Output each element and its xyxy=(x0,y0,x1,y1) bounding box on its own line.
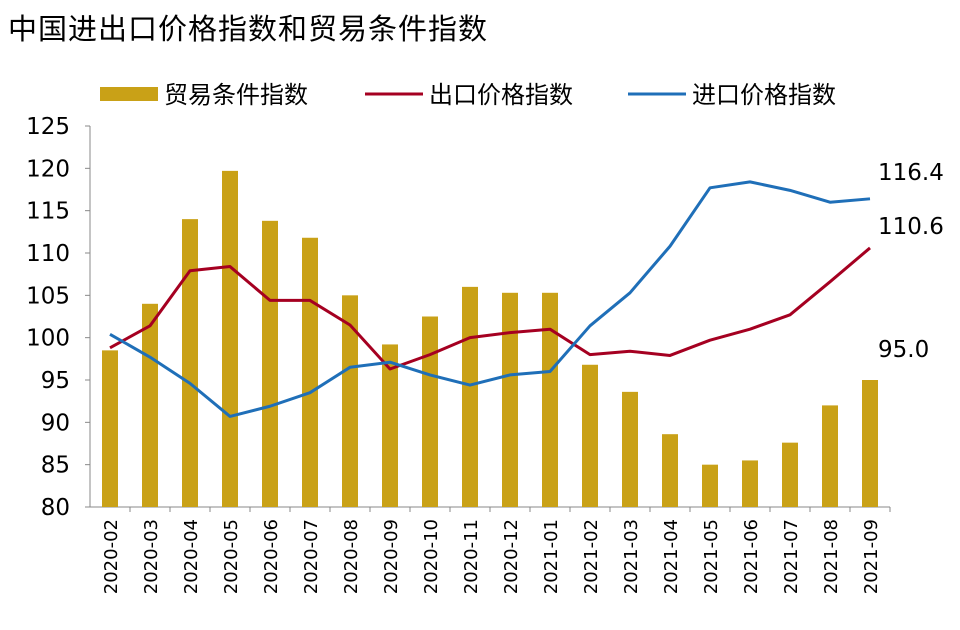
bar-trade-terms xyxy=(742,460,758,507)
bar-trade-terms xyxy=(622,391,638,507)
data-annotation: 110.6 xyxy=(878,214,944,240)
x-tick-label: 2021-06 xyxy=(741,519,762,594)
bar-trade-terms xyxy=(662,434,678,507)
y-tick-label: 110 xyxy=(26,241,70,267)
bar-trade-terms xyxy=(182,219,198,507)
bar-trade-terms xyxy=(822,405,838,507)
bar-trade-terms xyxy=(702,464,718,507)
x-tick-label: 2021-07 xyxy=(781,519,802,594)
x-tick-label: 2020-07 xyxy=(301,519,322,594)
line-export-price xyxy=(109,246,871,371)
x-tick-label: 2020-12 xyxy=(501,519,522,594)
x-tick-label: 2020-05 xyxy=(221,519,242,594)
bar-trade-terms xyxy=(102,350,118,507)
bar-trade-terms xyxy=(422,316,438,507)
x-tick-label: 2020-09 xyxy=(381,519,402,594)
bar-trade-terms xyxy=(502,292,518,507)
data-annotation: 116.4 xyxy=(878,160,944,186)
legend-swatch-bar xyxy=(100,87,158,101)
x-tick-label: 2020-11 xyxy=(461,519,482,594)
bar-trade-terms xyxy=(222,170,238,507)
bar-trade-terms xyxy=(462,286,478,507)
bar-trade-terms xyxy=(302,237,318,507)
y-tick-label: 115 xyxy=(26,199,70,225)
x-tick-label: 2020-06 xyxy=(261,519,282,594)
x-tick-label: 2021-02 xyxy=(581,519,602,594)
x-tick-label: 2021-09 xyxy=(861,519,882,594)
y-tick-label: 85 xyxy=(41,453,70,479)
y-tick-label: 105 xyxy=(26,283,70,309)
data-annotation: 95.0 xyxy=(878,337,929,363)
bar-trade-terms xyxy=(142,303,158,507)
x-tick-label: 2020-02 xyxy=(101,519,122,594)
x-tick-label: 2020-10 xyxy=(421,519,442,594)
bar-trade-terms xyxy=(262,220,278,507)
y-tick-label: 120 xyxy=(26,156,70,182)
chart-title: 中国进出口价格指数和贸易条件指数 xyxy=(8,12,489,46)
y-tick-label: 80 xyxy=(41,495,70,521)
bar-trade-terms xyxy=(782,442,798,507)
bar-trade-terms xyxy=(382,344,398,507)
x-tick-label: 2020-08 xyxy=(341,519,362,594)
y-tick-label: 125 xyxy=(26,114,70,140)
bar-trade-terms xyxy=(862,380,878,507)
bar-trade-terms xyxy=(342,295,358,507)
x-tick-label: 2020-04 xyxy=(181,519,202,594)
x-tick-label: 2021-04 xyxy=(661,519,682,594)
x-tick-label: 2021-05 xyxy=(701,519,722,594)
legend-label: 贸易条件指数 xyxy=(164,81,308,109)
x-tick-label: 2021-08 xyxy=(821,519,842,594)
x-tick-label: 2020-03 xyxy=(141,519,162,594)
x-tick-label: 2021-03 xyxy=(621,519,642,594)
x-tick-label: 2021-01 xyxy=(541,519,562,594)
y-tick-label: 90 xyxy=(41,410,70,436)
bar-trade-terms xyxy=(542,292,558,507)
line-import-price xyxy=(109,180,871,418)
legend-label: 进口价格指数 xyxy=(692,81,836,109)
bar-trade-terms xyxy=(582,364,598,507)
y-tick-label: 95 xyxy=(41,368,70,394)
y-tick-label: 100 xyxy=(26,326,70,352)
legend-label: 出口价格指数 xyxy=(429,81,573,109)
